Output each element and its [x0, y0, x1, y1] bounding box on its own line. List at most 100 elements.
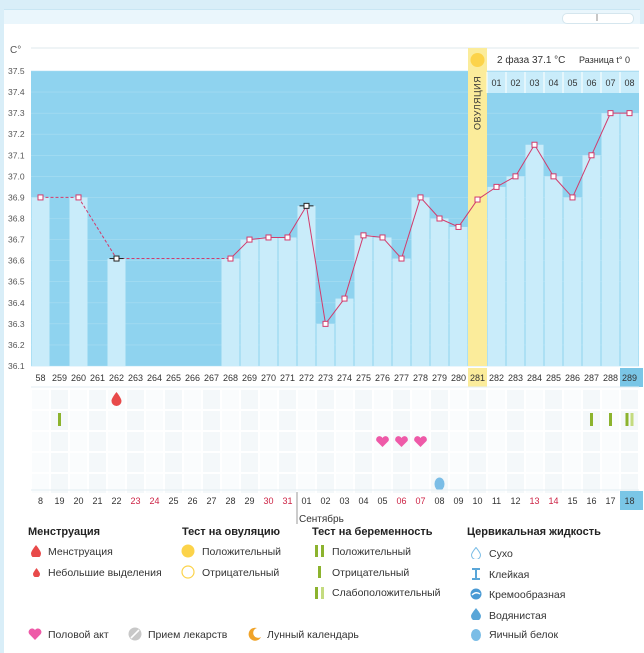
temperature-point — [341, 295, 348, 302]
event-cell — [279, 432, 296, 451]
event-cell — [146, 453, 163, 472]
temperature-bar — [392, 258, 411, 366]
cycle-day-label: 267 — [204, 373, 219, 383]
menstruation-drop-icon — [31, 545, 41, 557]
cycle-day-label: 285 — [546, 373, 561, 383]
cycle-day-label: 271 — [280, 373, 295, 383]
event-cell — [222, 474, 239, 493]
temperature-bar — [69, 197, 88, 366]
event-cell — [165, 474, 182, 493]
cycle-day-label: 264 — [147, 373, 162, 383]
event-cell — [127, 432, 144, 451]
cycle-day-label: 275 — [356, 373, 371, 383]
event-cell — [431, 411, 448, 430]
temperature-line-segment — [496, 175, 516, 188]
temperature-line-segment — [344, 235, 364, 299]
event-cell — [469, 474, 486, 493]
event-cell — [336, 390, 353, 409]
cervical-fluid-icon — [434, 477, 445, 491]
event-cell — [583, 474, 600, 493]
date-label: 25 — [168, 496, 178, 506]
event-cell — [336, 411, 353, 430]
event-cell — [279, 390, 296, 409]
temperature-line-segment — [439, 218, 459, 228]
cycle-day-label: 279 — [432, 373, 447, 383]
temperature-point — [436, 215, 443, 222]
event-cell — [203, 432, 220, 451]
temperature-point — [265, 234, 272, 241]
event-cell — [70, 474, 87, 493]
event-cell — [70, 411, 87, 430]
event-cell — [583, 453, 600, 472]
event-cell — [184, 453, 201, 472]
event-cell — [317, 474, 334, 493]
event-cell — [51, 453, 68, 472]
date-label: 23 — [130, 496, 140, 506]
cycle-day-label: 265 — [166, 373, 181, 383]
legend-cervical-title: Цервикальная жидкость — [467, 526, 601, 538]
test-weak-bar-icon — [630, 413, 634, 426]
temperature-bar — [259, 237, 278, 366]
date-label: 05 — [377, 496, 387, 506]
y-tick-label: 37.2 — [8, 129, 25, 139]
temperature-point — [379, 234, 386, 241]
event-cell — [51, 390, 68, 409]
event-cell — [431, 390, 448, 409]
month-label: Сентябрь — [299, 513, 344, 525]
temperature-line-segment — [572, 155, 592, 198]
cycle-day-label: 269 — [242, 373, 257, 383]
event-cell — [583, 432, 600, 451]
event-cell — [241, 432, 258, 451]
event-cell — [431, 432, 448, 451]
event-cell — [260, 390, 277, 409]
cycle-day-label: 280 — [451, 373, 466, 383]
legend-cervical-eggwhite: Яичный белок — [489, 629, 559, 641]
temperature-line-segment — [401, 197, 421, 259]
event-cell — [298, 474, 315, 493]
temperature-bar — [411, 197, 430, 366]
event-cell — [469, 432, 486, 451]
event-cell — [393, 453, 410, 472]
temperature-point — [360, 232, 367, 239]
cycle-day-label: 262 — [109, 373, 124, 383]
date-label: 18 — [624, 496, 634, 506]
temperature-point — [246, 236, 253, 243]
event-cell — [89, 390, 106, 409]
temperature-line-segment — [249, 236, 269, 241]
scroll-grip — [596, 14, 598, 21]
event-cell — [412, 411, 429, 430]
cycle-day-label: 289 — [622, 373, 637, 383]
event-cell — [203, 390, 220, 409]
temperature-line-segment — [287, 205, 307, 238]
temperature-point — [284, 234, 291, 241]
event-cell — [488, 411, 505, 430]
temperature-point — [588, 152, 595, 159]
legend-pregnancy-weak: Слабоположительный — [332, 587, 441, 599]
event-cell — [355, 390, 372, 409]
test-positive-bar-icon — [58, 413, 61, 426]
temperature-point — [569, 194, 576, 201]
phase-day-label: 06 — [586, 78, 596, 88]
event-cell — [526, 453, 543, 472]
event-cell — [165, 411, 182, 430]
event-cell — [545, 411, 562, 430]
event-cell — [260, 432, 277, 451]
ovulation-negative-circle-icon — [181, 565, 195, 579]
event-cell — [146, 432, 163, 451]
ovulation-positive-sun-icon — [181, 544, 195, 558]
event-cell — [526, 474, 543, 493]
event-cell — [108, 453, 125, 472]
event-cell — [393, 411, 410, 430]
event-cell — [260, 453, 277, 472]
horizontal-scroll-thumb[interactable] — [562, 13, 634, 24]
event-cell — [507, 411, 524, 430]
event-cell — [545, 390, 562, 409]
event-cell — [222, 390, 239, 409]
event-cell — [336, 453, 353, 472]
event-cell — [184, 474, 201, 493]
temperature-bar — [297, 205, 316, 366]
event-cell — [355, 453, 372, 472]
event-cell — [621, 411, 638, 430]
temperature-point — [455, 223, 462, 230]
event-cell — [374, 390, 391, 409]
